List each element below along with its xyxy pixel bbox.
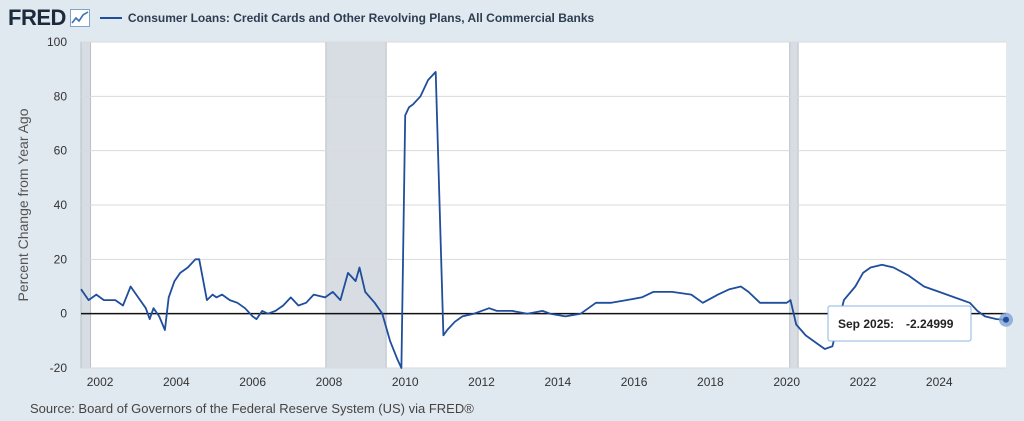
x-tick-label: 2010 bbox=[392, 375, 419, 389]
last-point-marker bbox=[1003, 316, 1009, 323]
y-tick-label: 60 bbox=[54, 144, 68, 158]
x-tick-label: 2024 bbox=[926, 375, 953, 389]
legend-swatch bbox=[99, 17, 122, 19]
tooltip-label: Sep 2025: bbox=[838, 317, 894, 331]
x-tick-label: 2002 bbox=[87, 375, 114, 389]
x-tick-label: 2020 bbox=[773, 375, 800, 389]
x-tick-label: 2006 bbox=[239, 375, 266, 389]
source-note: Source: Board of Governors of the Federa… bbox=[30, 401, 474, 416]
y-tick-label: 20 bbox=[54, 252, 68, 266]
y-tick-label: 80 bbox=[54, 89, 68, 103]
tooltip: Sep 2025: -2.24999 bbox=[827, 305, 972, 342]
x-tick-label: 2004 bbox=[163, 375, 190, 389]
x-tick-label: 2014 bbox=[544, 375, 571, 389]
x-tick-label: 2008 bbox=[316, 375, 343, 389]
chart-header: FRED Consumer Loans: Credit Cards and Ot… bbox=[8, 5, 595, 30]
y-tick-label: 40 bbox=[54, 198, 68, 212]
tooltip-value: -2.24999 bbox=[906, 317, 954, 331]
y-axis-label: Percent Change from Year Ago bbox=[15, 108, 31, 301]
x-tick-label: 2016 bbox=[621, 375, 648, 389]
y-tick-label: 100 bbox=[47, 35, 67, 49]
y-tick-label: 0 bbox=[60, 307, 67, 321]
x-tick-label: 2022 bbox=[850, 375, 877, 389]
tooltip-box bbox=[827, 305, 972, 342]
y-tick-label: -20 bbox=[50, 361, 68, 375]
x-tick-label: 2012 bbox=[468, 375, 495, 389]
x-tick-label: 2018 bbox=[697, 375, 724, 389]
trend-chart-icon bbox=[69, 9, 90, 27]
series-line bbox=[80, 71, 1007, 369]
chart-legend: Consumer Loans: Credit Cards and Other R… bbox=[99, 11, 595, 25]
legend-label: Consumer Loans: Credit Cards and Other R… bbox=[127, 11, 595, 25]
fred-logo[interactable]: FRED bbox=[8, 5, 66, 30]
